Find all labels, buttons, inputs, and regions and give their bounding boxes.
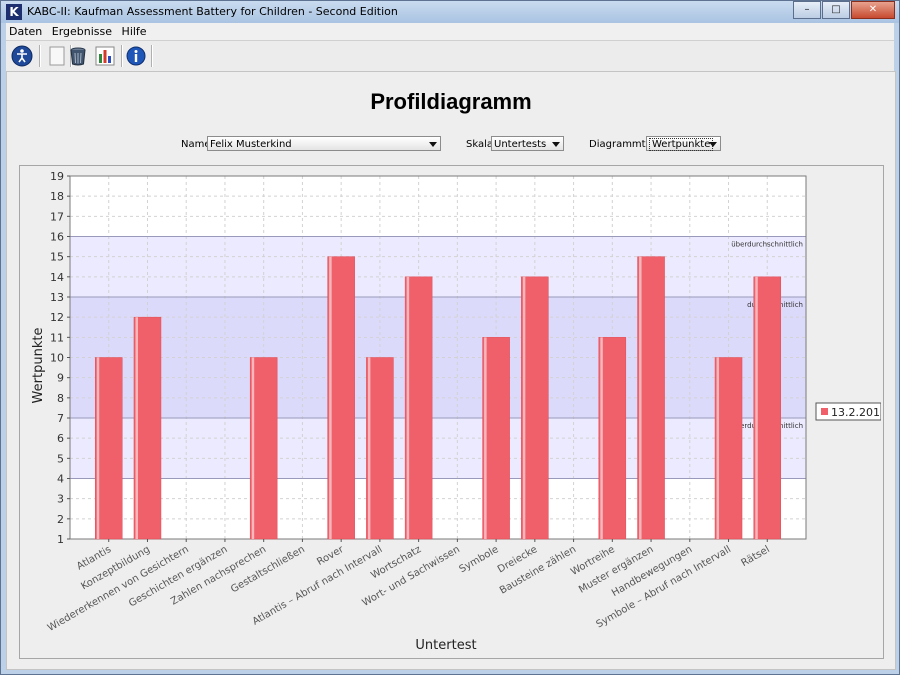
bar — [598, 337, 627, 540]
y-tick-label: 8 — [57, 392, 64, 405]
menu-ergebnisse[interactable]: Ergebnisse — [51, 25, 113, 38]
y-tick-label: 18 — [50, 190, 64, 203]
bar-highlight — [367, 357, 371, 539]
bar — [753, 276, 782, 540]
y-tick-label: 3 — [57, 493, 64, 506]
bar-highlight — [716, 357, 720, 539]
y-tick-label: 9 — [57, 372, 64, 385]
x-axis-title: Untertest — [415, 638, 476, 653]
bar-highlight — [484, 337, 487, 539]
band-area — [70, 418, 806, 479]
bar — [249, 357, 278, 540]
y-tick-label: 15 — [50, 251, 64, 264]
x-tick-label: Wiedererkennen von Gesichtern — [46, 544, 191, 634]
window-title: KABC-II: Kaufman Assessment Battery for … — [27, 5, 398, 18]
band-label: überdurchschnittlich — [731, 241, 803, 249]
chart-type-select-value: Wertpunkte — [649, 138, 714, 151]
bar — [404, 276, 433, 540]
y-axis-title: Wertpunkte — [31, 328, 46, 404]
bar-highlight — [135, 317, 138, 539]
scale-select[interactable]: Untertests — [491, 136, 564, 151]
title-bar[interactable]: K KABC-II: Kaufman Assessment Battery fo… — [1, 1, 899, 23]
blank-page-icon[interactable] — [46, 45, 68, 67]
chevron-down-icon — [552, 142, 560, 147]
toolbar-separator — [121, 45, 123, 67]
maximize-button[interactable]: □ — [822, 1, 850, 19]
y-tick-label: 5 — [57, 452, 64, 465]
menu-bar: Daten Ergebnisse Hilfe — [6, 23, 894, 40]
main-content: Profildiagramm Name Felix Musterkind Ska… — [6, 71, 896, 670]
x-tick-label: Gestaltschließen — [229, 544, 307, 595]
chevron-down-icon — [429, 142, 437, 147]
trash-icon[interactable] — [67, 45, 89, 67]
bar-highlight — [522, 276, 526, 539]
y-tick-label: 2 — [57, 513, 64, 526]
toolbar-separator — [151, 45, 153, 67]
minimize-button[interactable]: – — [793, 1, 821, 19]
bar-highlight — [639, 256, 642, 539]
y-tick-label: 16 — [50, 231, 64, 244]
accessibility-icon[interactable] — [11, 45, 33, 67]
scale-select-value: Untertests — [494, 139, 547, 150]
page-title: Profildiagramm — [370, 89, 532, 114]
y-tick-label: 17 — [50, 210, 64, 223]
bar — [133, 316, 162, 540]
toolbar — [6, 40, 894, 72]
name-label: Name — [181, 139, 211, 150]
legend-label: 13.2.2015 — [831, 406, 881, 419]
x-tick-label: Symbole — [458, 544, 501, 575]
bar-highlight — [96, 357, 100, 539]
bar-highlight — [406, 276, 410, 539]
app-logo-icon: K — [6, 4, 22, 20]
chart-panel: überdurchschnittlichdurchschnittlichunte… — [19, 165, 887, 659]
bar — [637, 256, 665, 540]
chart-type-select[interactable]: Wertpunkte — [646, 136, 721, 151]
bar — [714, 357, 743, 540]
chart-type-label: Diagrammtyp — [589, 139, 658, 150]
bar — [94, 357, 123, 540]
name-select-value: Felix Musterkind — [210, 139, 292, 150]
y-tick-label: 13 — [50, 291, 64, 304]
band-area — [70, 236, 806, 297]
x-tick-label: Rover — [315, 544, 346, 568]
bar-chart-icon[interactable] — [94, 45, 116, 67]
x-tick-label: Rätsel — [739, 544, 771, 569]
bar — [482, 337, 510, 540]
bar-highlight — [755, 276, 758, 539]
chevron-down-icon — [709, 142, 717, 147]
bar-highlight — [329, 256, 332, 539]
y-tick-label: 6 — [57, 432, 64, 445]
profile-chart: überdurchschnittlichdurchschnittlichunte… — [31, 170, 887, 653]
menu-daten[interactable]: Daten — [9, 25, 43, 38]
y-tick-label: 4 — [57, 473, 64, 486]
bar-highlight — [600, 337, 603, 539]
menu-hilfe[interactable]: Hilfe — [121, 25, 147, 38]
close-button[interactable]: ✕ — [851, 1, 895, 19]
info-icon[interactable] — [125, 45, 147, 67]
y-tick-label: 7 — [57, 412, 64, 425]
name-select[interactable]: Felix Musterkind — [207, 136, 441, 151]
legend-swatch — [821, 408, 828, 415]
scale-label: Skala — [466, 139, 493, 150]
toolbar-separator — [39, 45, 41, 67]
y-tick-label: 12 — [50, 311, 64, 324]
y-tick-label: 19 — [50, 170, 64, 183]
bar — [521, 276, 549, 540]
y-tick-label: 11 — [50, 331, 64, 344]
y-tick-label: 14 — [50, 271, 64, 284]
bar — [327, 256, 355, 540]
y-tick-label: 1 — [57, 533, 64, 546]
y-tick-label: 10 — [50, 352, 64, 365]
bar — [366, 357, 394, 540]
bar-highlight — [251, 357, 255, 539]
